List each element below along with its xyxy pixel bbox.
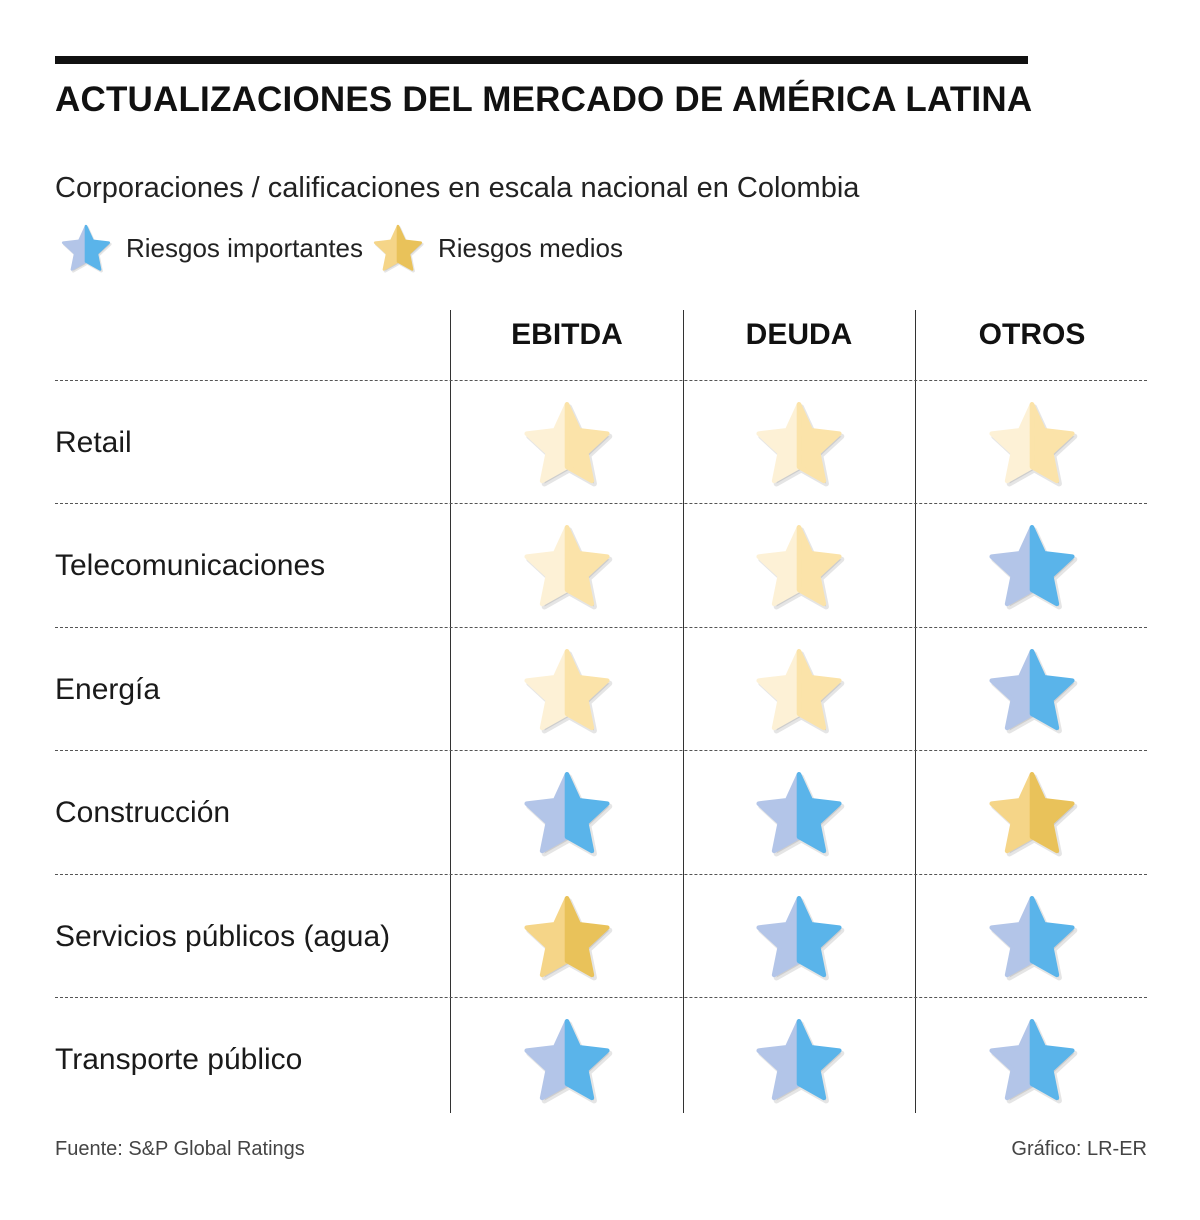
blue-star-icon bbox=[989, 1018, 1078, 1103]
rating-cell bbox=[916, 875, 1148, 998]
rating-cell bbox=[451, 751, 683, 874]
gold-star-icon bbox=[989, 771, 1078, 856]
row-divider bbox=[55, 874, 1147, 875]
rating-cell bbox=[683, 875, 915, 998]
source-note: Fuente: S&P Global Ratings bbox=[55, 1138, 305, 1160]
pale-star-icon bbox=[524, 401, 613, 486]
rating-cell bbox=[916, 381, 1148, 504]
column-divider bbox=[450, 310, 451, 1113]
gold-star-icon bbox=[524, 895, 613, 980]
blue-star-icon bbox=[524, 771, 613, 856]
pale-star-icon bbox=[756, 401, 845, 486]
row-label-transporte-publico: Transporte público bbox=[55, 1042, 303, 1076]
title-rule bbox=[55, 56, 1028, 64]
column-divider bbox=[915, 310, 916, 1113]
blue-star-icon bbox=[756, 895, 845, 980]
row-divider bbox=[55, 997, 1147, 998]
pale-star-icon bbox=[524, 524, 613, 609]
rating-cell bbox=[683, 751, 915, 874]
rating-cell bbox=[451, 875, 683, 998]
rating-cell bbox=[916, 998, 1148, 1121]
row-label-retail: Retail bbox=[55, 425, 132, 459]
rating-cell bbox=[683, 381, 915, 504]
pale-star-icon bbox=[756, 648, 845, 733]
blue-star-icon bbox=[756, 771, 845, 856]
row-divider bbox=[55, 503, 1147, 504]
column-divider bbox=[683, 310, 684, 1113]
row-divider bbox=[55, 627, 1147, 628]
rating-cell bbox=[451, 381, 683, 504]
row-label-telecomunicaciones: Telecomunicaciones bbox=[55, 548, 326, 582]
row-label-energia: Energía bbox=[55, 672, 161, 706]
rating-cell bbox=[683, 628, 915, 751]
legend-medium-risk: Riesgos medios bbox=[372, 222, 623, 274]
rating-cell bbox=[916, 504, 1148, 627]
blue-star-icon bbox=[989, 895, 1078, 980]
blue-star-icon bbox=[989, 648, 1078, 733]
rating-cell bbox=[451, 504, 683, 627]
legend-medium-label: Riesgos medios bbox=[438, 232, 623, 263]
blue-star-icon bbox=[756, 1018, 845, 1103]
legend-major-risk: Riesgos importantes bbox=[60, 222, 363, 274]
legend-major-label: Riesgos importantes bbox=[126, 232, 363, 263]
pale-star-icon bbox=[756, 524, 845, 609]
row-label-servicios-publicos: Servicios públicos (agua) bbox=[55, 919, 391, 953]
blue-star-icon bbox=[524, 1018, 613, 1103]
pale-star-icon bbox=[524, 648, 613, 733]
rating-cell bbox=[916, 751, 1148, 874]
graphic-credit: Gráfico: LR-ER bbox=[1011, 1138, 1147, 1160]
chart-title: ACTUALIZACIONES DEL MERCADO DE AMÉRICA L… bbox=[55, 80, 1033, 119]
column-header-ebitda: EBITDA bbox=[511, 318, 623, 351]
column-header-otros: OTROS bbox=[978, 318, 1086, 351]
rating-cell bbox=[683, 998, 915, 1121]
rating-cell bbox=[916, 628, 1148, 751]
gold-star-icon bbox=[373, 224, 424, 273]
blue-star-icon bbox=[989, 524, 1078, 609]
rating-cell bbox=[451, 998, 683, 1121]
row-divider bbox=[55, 380, 1147, 381]
pale-star-icon bbox=[989, 401, 1078, 486]
chart-subtitle: Corporaciones / calificaciones en escala… bbox=[55, 172, 860, 204]
rating-cell bbox=[683, 504, 915, 627]
row-divider bbox=[55, 750, 1147, 751]
row-label-construccion: Construcción bbox=[55, 795, 231, 829]
column-header-deuda: DEUDA bbox=[745, 318, 853, 351]
rating-cell bbox=[451, 628, 683, 751]
blue-star-icon bbox=[61, 224, 112, 273]
